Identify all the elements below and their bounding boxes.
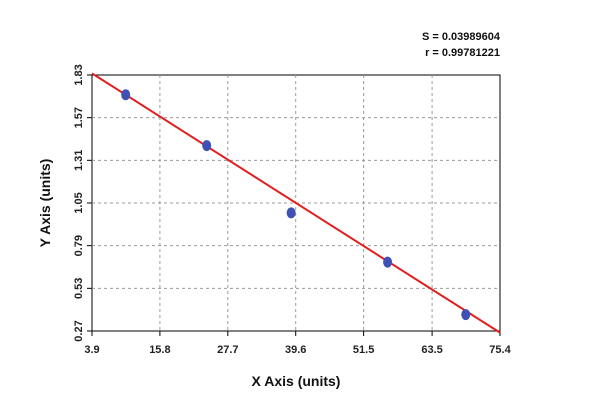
s-statistic-label: S = 0.03989604 [422,31,501,43]
x-tick-label: 39.6 [285,344,306,356]
data-point [202,140,212,152]
fit-line [91,72,501,334]
x-tick-label: 15.8 [149,344,170,356]
x-axis-title: X Axis (units) [252,373,341,389]
fit-line-group [91,72,501,334]
data-point [383,256,393,268]
data-point [286,207,296,219]
y-tick-label: 1.57 [73,107,85,128]
y-tick-label: 0.79 [73,235,85,256]
r-statistic-label: r = 0.99781221 [425,47,500,59]
x-tick-label: 3.9 [84,344,99,356]
y-tick-label: 0.53 [73,278,85,299]
y-tick-label: 0.27 [73,320,85,341]
y-axis-title: Y Axis (units) [37,159,53,248]
y-tick-label: 1.05 [73,192,85,213]
y-tick-label: 1.83 [73,64,85,85]
axis-ticks: 3.9 15.8 27.7 39.6 51.5 63.5 75.4 0.27 0.53 0.79 1… [73,64,512,356]
data-points [121,89,471,321]
x-tick-label: 51.5 [353,344,374,356]
x-tick-label: 27.7 [217,344,238,356]
y-tick-label: 1.31 [73,150,85,171]
data-point [461,309,471,321]
data-point [121,89,131,101]
x-tick-label: 63.5 [421,344,442,356]
x-tick-label: 75.4 [489,344,511,356]
